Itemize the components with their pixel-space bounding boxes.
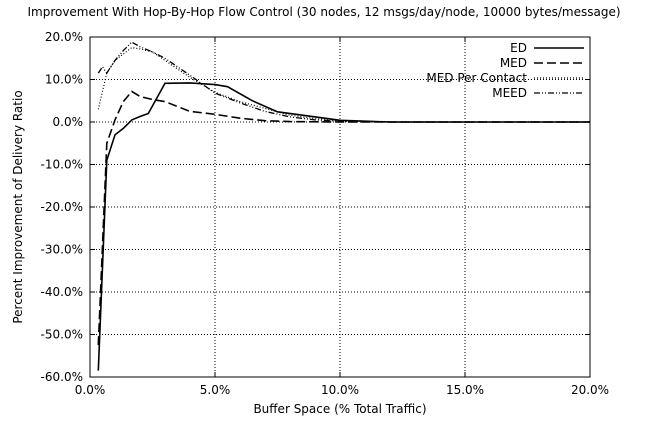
x-tick-label: 0.0% <box>75 383 106 397</box>
y-axis-label: Percent Improvement of Delivery Ratio <box>11 90 25 323</box>
axis-ticks: 0.0% 5.0% 10.0% 15.0% 20.0% 20.0% 10.0% 0.0% -10… <box>41 30 610 397</box>
x-tick-label: 15.0% <box>446 383 484 397</box>
series-line-med <box>97 90 590 346</box>
y-tick-label: 10.0% <box>45 73 83 87</box>
legend-label: MEED <box>492 86 527 100</box>
x-tick-label: 20.0% <box>571 383 609 397</box>
series-line-meed <box>97 41 590 123</box>
y-tick-label: -20.0% <box>41 200 83 214</box>
series-line-ed <box>97 82 590 371</box>
x-tick-label: 10.0% <box>321 383 359 397</box>
legend-label: ED <box>510 41 527 55</box>
y-tick-label: -60.0% <box>41 370 83 384</box>
y-tick-label: -30.0% <box>41 243 83 257</box>
legend-label: MED <box>500 56 527 70</box>
y-tick-label: 0.0% <box>53 115 84 129</box>
x-tick-label: 5.0% <box>200 383 231 397</box>
y-tick-label: -40.0% <box>41 285 83 299</box>
series-line-med-per-contact <box>97 46 590 123</box>
y-tick-label: 20.0% <box>45 30 83 44</box>
x-axis-label: Buffer Space (% Total Traffic) <box>253 402 426 416</box>
legend-label: MED Per Contact <box>426 71 527 85</box>
series-lines <box>97 41 590 371</box>
y-tick-label: -50.0% <box>41 328 83 342</box>
y-tick-label: -10.0% <box>41 158 83 172</box>
chart-title: Improvement With Hop-By-Hop Flow Control… <box>27 5 620 19</box>
